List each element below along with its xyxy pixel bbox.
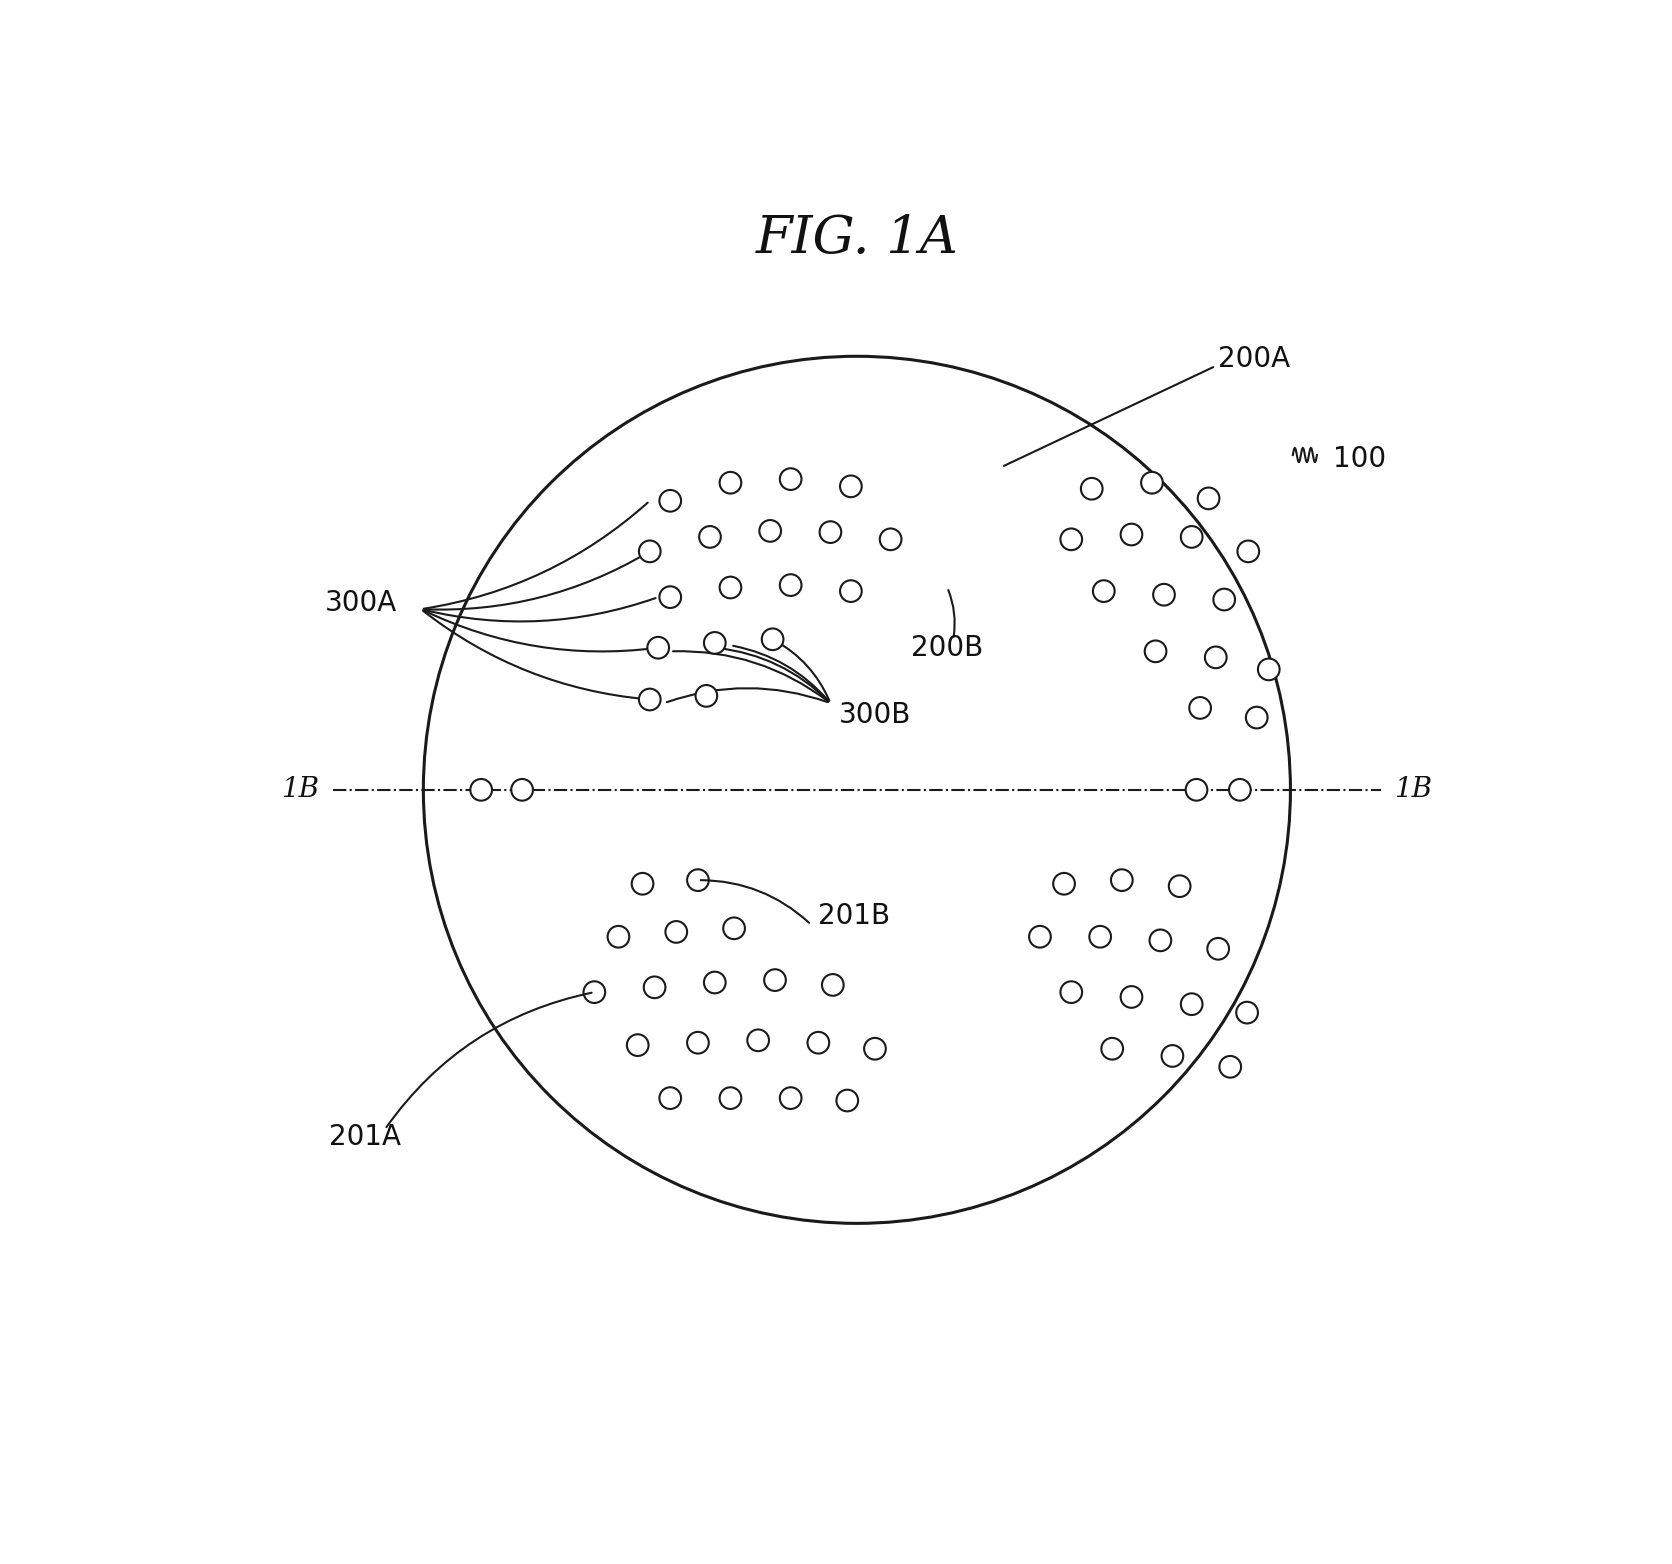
- FancyArrowPatch shape: [667, 688, 828, 702]
- Circle shape: [659, 586, 681, 608]
- Text: 201A: 201A: [329, 1123, 401, 1151]
- Circle shape: [719, 472, 741, 494]
- Circle shape: [1257, 658, 1279, 680]
- Text: 200A: 200A: [1219, 344, 1291, 372]
- Text: FIG. 1A: FIG. 1A: [756, 213, 958, 264]
- Circle shape: [1060, 981, 1082, 1003]
- Circle shape: [1236, 1003, 1257, 1023]
- Circle shape: [639, 688, 660, 710]
- FancyArrowPatch shape: [423, 502, 647, 608]
- FancyArrowPatch shape: [674, 651, 828, 701]
- Circle shape: [1207, 938, 1229, 960]
- Circle shape: [1180, 993, 1202, 1015]
- Text: 300A: 300A: [324, 590, 396, 618]
- Circle shape: [719, 577, 741, 599]
- Circle shape: [687, 1032, 709, 1054]
- Circle shape: [764, 970, 786, 992]
- Circle shape: [659, 1087, 681, 1109]
- Circle shape: [836, 1090, 858, 1112]
- Circle shape: [1219, 1056, 1241, 1078]
- Circle shape: [1185, 779, 1207, 801]
- Circle shape: [1246, 707, 1267, 729]
- FancyArrowPatch shape: [423, 610, 655, 652]
- Circle shape: [1197, 488, 1219, 510]
- Text: 200B: 200B: [911, 633, 983, 662]
- Circle shape: [762, 629, 784, 651]
- Text: 1B: 1B: [281, 776, 319, 804]
- Circle shape: [1093, 580, 1115, 602]
- Circle shape: [665, 921, 687, 943]
- Circle shape: [627, 1034, 649, 1056]
- Circle shape: [1090, 926, 1110, 948]
- Circle shape: [512, 779, 533, 801]
- Circle shape: [1080, 479, 1102, 499]
- Circle shape: [1120, 987, 1142, 1007]
- FancyArrowPatch shape: [734, 646, 829, 701]
- Circle shape: [696, 685, 717, 707]
- FancyArrowPatch shape: [776, 641, 829, 701]
- Circle shape: [1229, 779, 1251, 801]
- Circle shape: [1206, 646, 1227, 668]
- Circle shape: [1150, 929, 1170, 951]
- Circle shape: [470, 779, 492, 801]
- Text: 100: 100: [1333, 444, 1386, 472]
- Circle shape: [719, 1087, 741, 1109]
- Circle shape: [747, 1029, 769, 1051]
- Circle shape: [823, 974, 844, 996]
- Circle shape: [839, 475, 861, 497]
- Circle shape: [639, 541, 660, 561]
- Circle shape: [1214, 588, 1236, 610]
- Circle shape: [644, 976, 665, 998]
- Circle shape: [779, 1087, 801, 1109]
- Circle shape: [1110, 870, 1132, 891]
- Circle shape: [704, 632, 726, 654]
- Text: 1B: 1B: [1394, 776, 1433, 804]
- Circle shape: [647, 637, 669, 658]
- Circle shape: [699, 526, 721, 547]
- Circle shape: [632, 873, 654, 895]
- Circle shape: [704, 971, 726, 993]
- Circle shape: [607, 926, 629, 948]
- Circle shape: [584, 981, 605, 1003]
- Circle shape: [779, 468, 801, 490]
- Circle shape: [1237, 541, 1259, 561]
- Circle shape: [864, 1038, 886, 1059]
- Circle shape: [1053, 873, 1075, 895]
- Circle shape: [1189, 698, 1211, 719]
- Circle shape: [1145, 641, 1167, 662]
- FancyArrowPatch shape: [423, 612, 647, 699]
- FancyArrowPatch shape: [423, 597, 655, 621]
- Circle shape: [1120, 524, 1142, 546]
- Circle shape: [1028, 926, 1050, 948]
- Text: 201B: 201B: [818, 902, 891, 931]
- Circle shape: [1060, 529, 1082, 551]
- Circle shape: [808, 1032, 829, 1054]
- Circle shape: [1162, 1045, 1184, 1067]
- FancyArrowPatch shape: [423, 552, 647, 610]
- Circle shape: [1102, 1038, 1124, 1059]
- Circle shape: [779, 574, 801, 596]
- Circle shape: [759, 521, 781, 541]
- FancyArrowPatch shape: [717, 647, 828, 701]
- Circle shape: [1180, 526, 1202, 547]
- Circle shape: [1154, 583, 1175, 605]
- Circle shape: [879, 529, 901, 551]
- Circle shape: [724, 918, 746, 938]
- Circle shape: [687, 870, 709, 891]
- Circle shape: [659, 490, 681, 511]
- Circle shape: [1169, 876, 1190, 898]
- Circle shape: [819, 521, 841, 543]
- Circle shape: [839, 580, 861, 602]
- Circle shape: [1140, 472, 1162, 494]
- Text: 300B: 300B: [839, 701, 911, 729]
